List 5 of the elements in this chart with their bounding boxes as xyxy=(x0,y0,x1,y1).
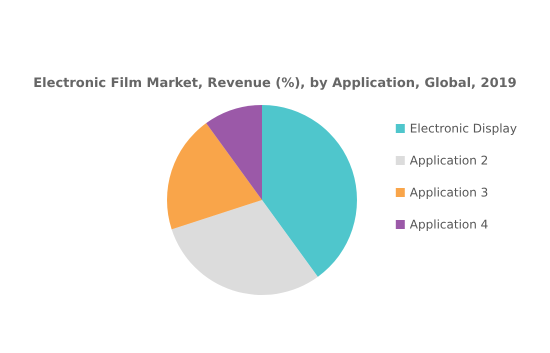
legend-label: Application 3 xyxy=(410,186,488,200)
chart-title: Electronic Film Market, Revenue (%), by Application, Global, 2019 xyxy=(33,76,517,91)
legend-label: Application 2 xyxy=(410,154,488,168)
legend-label: Electronic Display xyxy=(410,122,518,136)
legend-label: Application 4 xyxy=(410,218,488,232)
